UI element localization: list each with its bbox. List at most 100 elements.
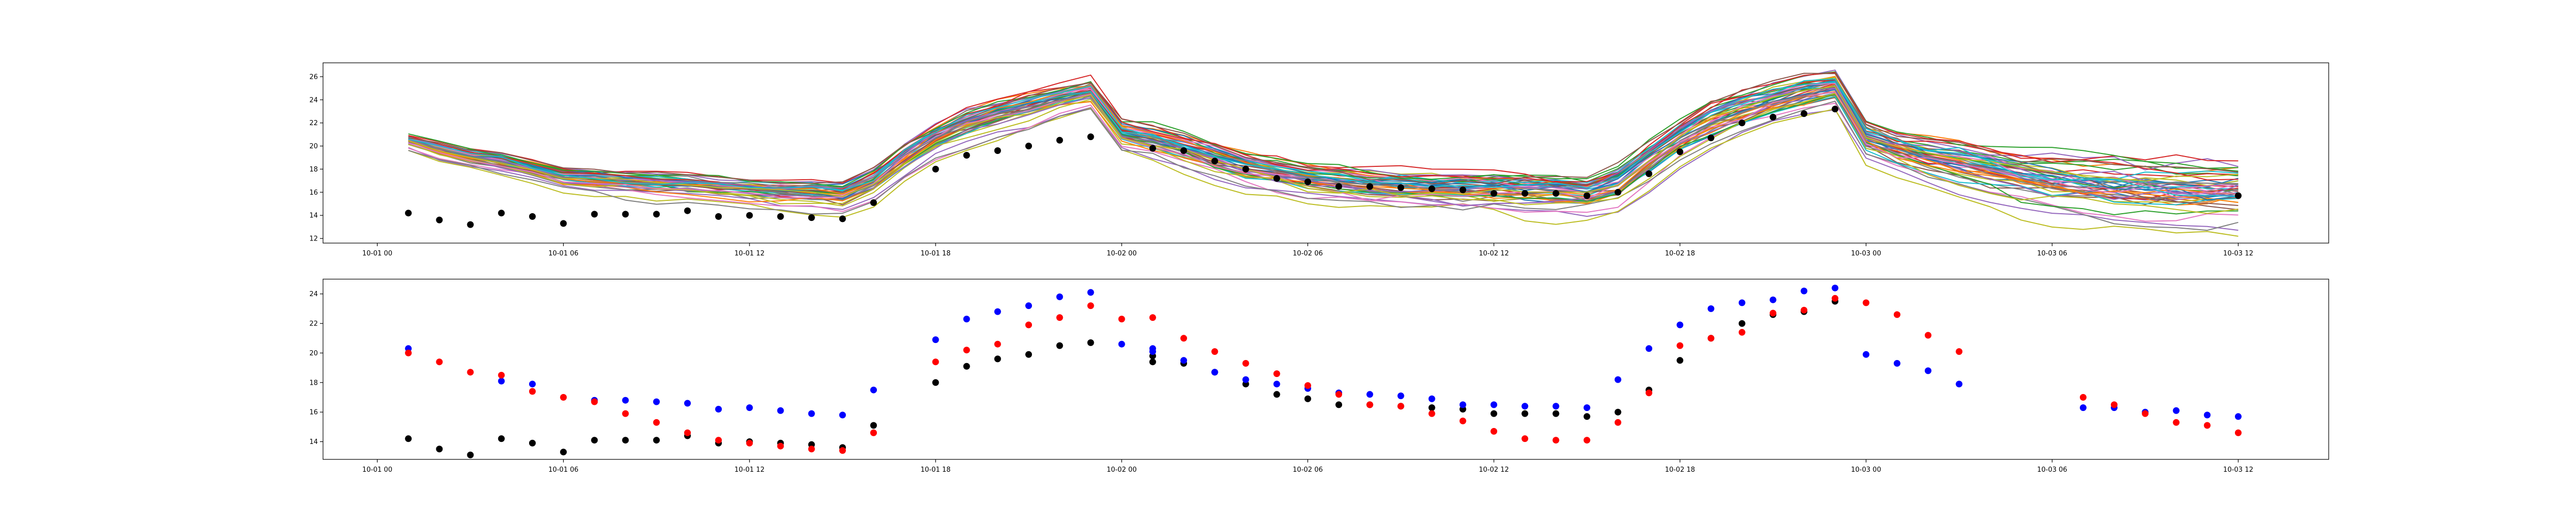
series-3-point xyxy=(1521,435,1529,442)
plot-frame xyxy=(323,279,2329,460)
series-3-point xyxy=(2142,410,2149,417)
series-1-point xyxy=(467,451,474,458)
series-2-point xyxy=(963,316,970,322)
y-tick-label: 20 xyxy=(309,350,318,357)
series-3-point xyxy=(1397,403,1404,410)
y-tick-label: 18 xyxy=(309,379,318,387)
series-3-point xyxy=(2079,394,2087,401)
series-3-point xyxy=(932,358,939,366)
series-3-point xyxy=(870,429,877,436)
series-3-point xyxy=(1956,348,1963,355)
x-tick-label: 10-01 12 xyxy=(735,466,765,474)
series-1-point xyxy=(2234,192,2242,199)
x-tick-label: 10-02 00 xyxy=(1107,466,1137,474)
ensemble-member-line-49 xyxy=(408,85,2239,197)
x-tick-label: 10-02 18 xyxy=(1665,250,1695,258)
series-1-point xyxy=(405,210,412,217)
x-tick-label: 10-02 06 xyxy=(1293,466,1323,474)
series-1-point xyxy=(1490,190,1498,197)
series-2-point xyxy=(808,410,815,417)
series-3-point xyxy=(1459,417,1466,424)
series-2-point xyxy=(1646,345,1653,352)
series-3-point xyxy=(1614,419,1621,426)
ensemble-member-line-39 xyxy=(408,93,2239,214)
series-2-point xyxy=(1956,381,1963,388)
ensemble-member-line-9 xyxy=(408,108,2239,237)
series-2-point xyxy=(1118,340,1125,348)
series-2-point xyxy=(1707,305,1715,312)
series-1-point xyxy=(529,213,536,220)
series-3-point xyxy=(1428,410,1435,417)
series-1-point xyxy=(1242,165,1249,173)
series-1-point xyxy=(1614,188,1621,196)
series-3-point xyxy=(1087,302,1094,310)
series-2-point xyxy=(1832,284,1839,291)
series-2-point xyxy=(1738,299,1745,306)
series-2-point xyxy=(1801,287,1808,295)
series-3-point xyxy=(1211,348,1218,355)
top-plot-area xyxy=(405,70,2242,237)
series-1-point xyxy=(932,379,939,386)
series-1-point xyxy=(1273,391,1280,398)
series-3-point xyxy=(2204,422,2211,429)
series-3-point xyxy=(746,439,753,447)
series-3-point xyxy=(808,445,815,453)
series-1-point xyxy=(1273,175,1280,182)
series-2-point xyxy=(1552,403,1560,410)
series-2-point xyxy=(1893,360,1901,367)
series-2-point xyxy=(932,336,939,344)
series-3-point xyxy=(1893,311,1901,318)
series-2-point xyxy=(2234,413,2242,420)
series-1-point xyxy=(1428,404,1435,411)
series-3-point xyxy=(405,349,412,356)
series-2-point xyxy=(1676,321,1684,329)
series-1-point xyxy=(746,212,753,219)
y-tick-label: 14 xyxy=(309,212,318,220)
series-1-point xyxy=(653,437,660,444)
series-1-point xyxy=(994,147,1001,154)
x-tick-label: 10-03 06 xyxy=(2037,466,2067,474)
x-tick-label: 10-03 00 xyxy=(1851,466,1881,474)
series-2-point xyxy=(1397,392,1404,400)
series-3-point xyxy=(436,358,443,366)
series-1-point xyxy=(994,355,1001,363)
series-1-point xyxy=(932,165,939,173)
series-3-point xyxy=(1676,342,1684,349)
series-3-point xyxy=(560,394,567,401)
series-3-point xyxy=(1025,321,1032,329)
series-1-point xyxy=(1087,339,1094,346)
series-3-point xyxy=(963,347,970,354)
series-2-point xyxy=(529,381,536,388)
series-3-point xyxy=(994,340,1001,348)
bottom-panel-scatter-chart: 10-01 00 10-01 06 10-01 12 10-01 18 10-02 00… xyxy=(309,279,2329,474)
series-3-point xyxy=(498,372,505,379)
series-1-point xyxy=(1056,342,1063,349)
series-3-point xyxy=(653,419,660,426)
y-tick-label: 16 xyxy=(309,409,318,417)
series-2-point xyxy=(2204,411,2211,419)
series-2-point xyxy=(746,404,753,411)
x-tick-label: 10-01 12 xyxy=(735,250,765,258)
series-1-point xyxy=(1521,410,1529,417)
series-1-point xyxy=(1397,184,1404,191)
series-2-point xyxy=(2079,404,2087,411)
series-3-point xyxy=(591,398,598,405)
x-tick-label: 10-01 18 xyxy=(921,466,951,474)
series-3-point xyxy=(1242,360,1249,367)
series-1-point xyxy=(1552,410,1560,417)
series-1-point xyxy=(591,437,598,444)
series-2-point xyxy=(1149,348,1156,355)
y-tick-label: 14 xyxy=(309,438,318,446)
series-3-point xyxy=(1056,314,1063,321)
series-2-point xyxy=(1769,296,1776,303)
series-2-point xyxy=(653,398,660,405)
series-2-point xyxy=(1862,351,1870,358)
series-2-point xyxy=(1521,403,1529,410)
series-1-point xyxy=(1583,413,1590,420)
series-1-point xyxy=(653,211,660,218)
series-1-point xyxy=(1832,106,1839,113)
series-1-point xyxy=(405,435,412,442)
series-1-point xyxy=(1428,185,1435,193)
x-tick-label: 10-03 06 xyxy=(2037,250,2067,258)
